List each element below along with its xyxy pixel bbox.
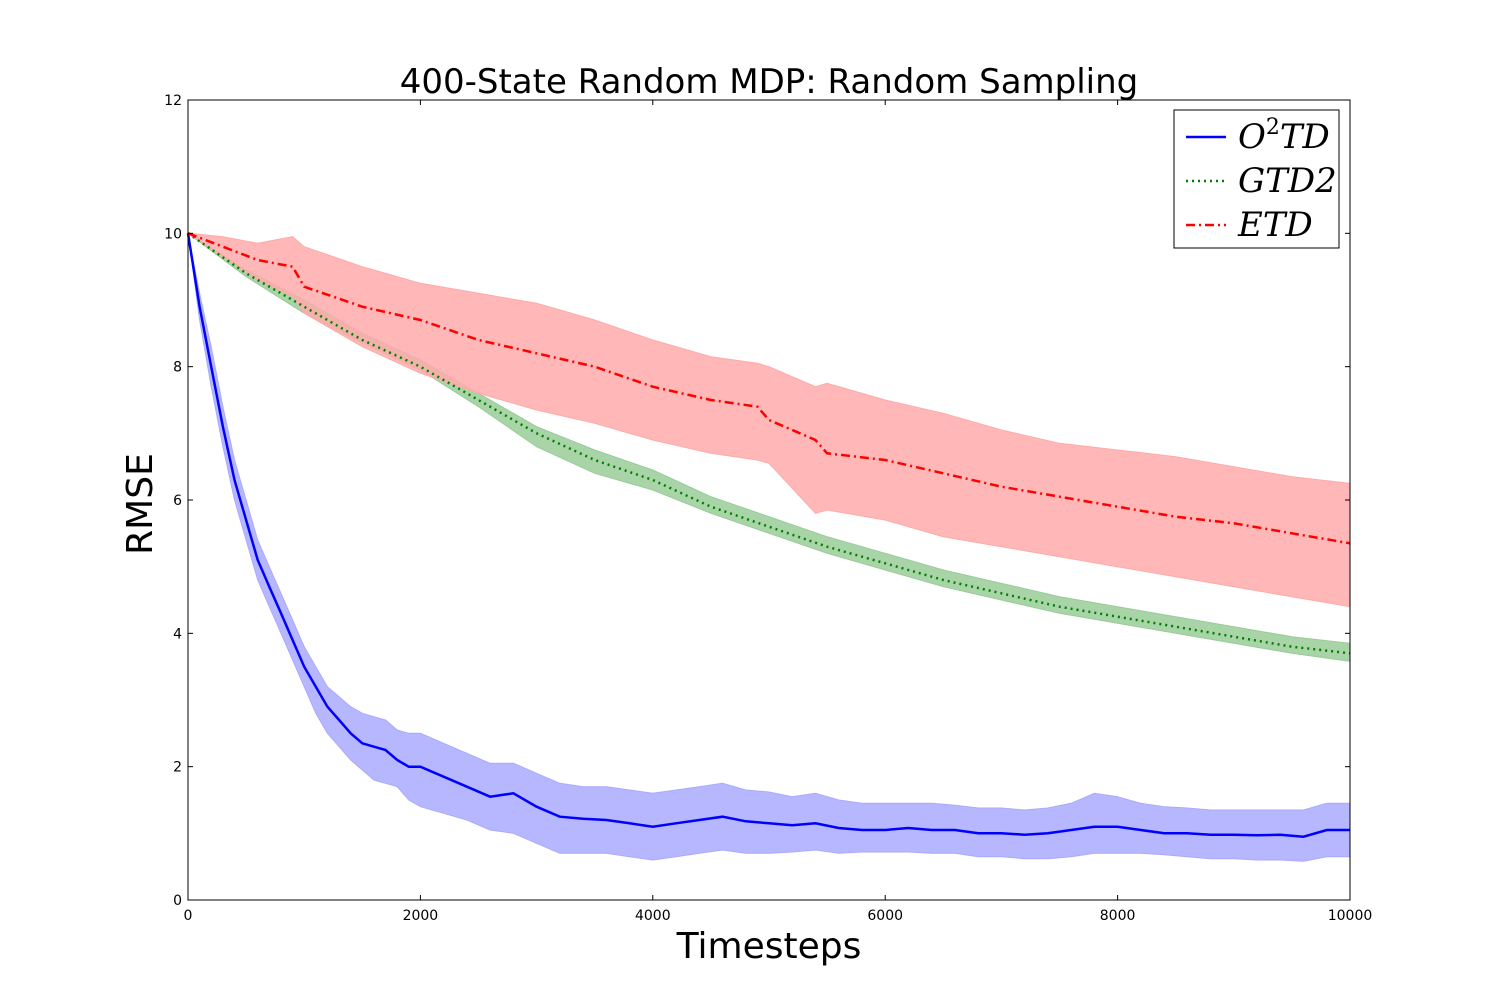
etd-series-line	[187, 232, 1351, 545]
y-tick-label: 0	[173, 893, 182, 909]
x-tick-label: 4000	[635, 908, 671, 924]
x-axis-title: Timesteps	[676, 926, 862, 967]
y-tick-label: 4	[173, 626, 182, 642]
legend-label-o2td: O2TD	[1238, 115, 1330, 157]
y-tick-label: 6	[173, 493, 182, 509]
y-tick-label: 10	[164, 226, 182, 242]
y-tick-label: 8	[173, 360, 182, 376]
legend-label-etd: ETD	[1237, 205, 1313, 245]
x-tick-label: 8000	[1100, 908, 1136, 924]
legend-label-gtd2: GTD2	[1238, 161, 1337, 201]
chart-title: 400-State Random MDP: Random Sampling	[400, 62, 1139, 102]
o2td-series-line	[186, 233, 1350, 838]
x-tick-label: 10000	[1328, 908, 1373, 924]
y-tick-label: 2	[173, 760, 182, 776]
y-axis-title: RMSE	[120, 453, 161, 555]
y-tick-label: 12	[164, 93, 182, 109]
x-tick-label: 0	[184, 908, 193, 924]
legend-box	[1173, 109, 1340, 249]
x-tick-label: 6000	[867, 908, 903, 924]
x-tick-label: 2000	[403, 908, 439, 924]
